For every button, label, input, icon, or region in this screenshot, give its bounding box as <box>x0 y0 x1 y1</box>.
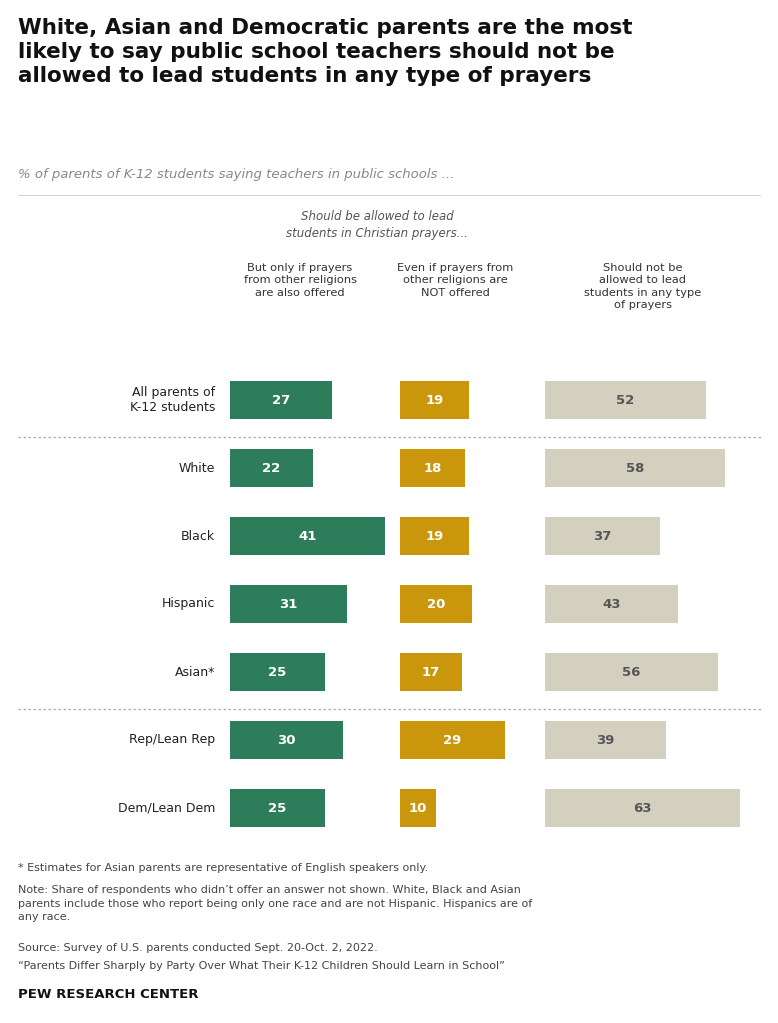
FancyBboxPatch shape <box>545 653 718 691</box>
Text: 37: 37 <box>593 530 612 542</box>
FancyBboxPatch shape <box>545 381 706 419</box>
FancyBboxPatch shape <box>545 449 724 487</box>
Text: Dem/Lean Dem: Dem/Lean Dem <box>117 801 215 814</box>
FancyBboxPatch shape <box>400 517 469 555</box>
FancyBboxPatch shape <box>545 517 660 555</box>
Text: 52: 52 <box>616 394 635 406</box>
Text: White, Asian and Democratic parents are the most
likely to say public school tea: White, Asian and Democratic parents are … <box>18 18 633 86</box>
FancyBboxPatch shape <box>230 721 343 759</box>
Text: 19: 19 <box>426 530 443 542</box>
Text: Note: Share of respondents who didn’t offer an answer not shown. White, Black an: Note: Share of respondents who didn’t of… <box>18 885 532 922</box>
FancyBboxPatch shape <box>400 653 461 691</box>
Text: 27: 27 <box>272 394 290 406</box>
Text: 10: 10 <box>409 801 427 814</box>
Text: Should be allowed to lead
students in Christian prayers...: Should be allowed to lead students in Ch… <box>286 210 468 239</box>
Text: Asian*: Asian* <box>174 666 215 678</box>
FancyBboxPatch shape <box>230 449 314 487</box>
Text: 41: 41 <box>298 530 317 542</box>
FancyBboxPatch shape <box>400 585 472 623</box>
Text: All parents of
K-12 students: All parents of K-12 students <box>130 386 215 414</box>
Text: 43: 43 <box>602 597 621 611</box>
Text: 18: 18 <box>423 461 442 475</box>
Text: 25: 25 <box>268 801 286 814</box>
Text: 20: 20 <box>427 597 445 611</box>
FancyBboxPatch shape <box>230 789 324 827</box>
FancyBboxPatch shape <box>545 789 740 827</box>
FancyBboxPatch shape <box>230 653 324 691</box>
FancyBboxPatch shape <box>230 381 332 419</box>
FancyBboxPatch shape <box>400 721 505 759</box>
FancyBboxPatch shape <box>400 381 469 419</box>
Text: 22: 22 <box>262 461 281 475</box>
FancyBboxPatch shape <box>230 585 347 623</box>
FancyBboxPatch shape <box>545 585 678 623</box>
Text: 63: 63 <box>633 801 652 814</box>
FancyBboxPatch shape <box>230 517 385 555</box>
Text: * Estimates for Asian parents are representative of English speakers only.: * Estimates for Asian parents are repres… <box>18 863 428 873</box>
Text: Source: Survey of U.S. parents conducted Sept. 20-Oct. 2, 2022.: Source: Survey of U.S. parents conducted… <box>18 943 378 953</box>
Text: Rep/Lean Rep: Rep/Lean Rep <box>129 733 215 747</box>
FancyBboxPatch shape <box>400 449 465 487</box>
Text: 25: 25 <box>268 666 286 678</box>
Text: % of parents of K-12 students saying teachers in public schools ...: % of parents of K-12 students saying tea… <box>18 168 454 181</box>
Text: PEW RESEARCH CENTER: PEW RESEARCH CENTER <box>18 988 198 1000</box>
Text: Should not be
allowed to lead
students in any type
of prayers: Should not be allowed to lead students i… <box>584 263 702 310</box>
Text: Even if prayers from
other religions are
NOT offered: Even if prayers from other religions are… <box>397 263 513 298</box>
Text: “Parents Differ Sharply by Party Over What Their K-12 Children Should Learn in S: “Parents Differ Sharply by Party Over Wh… <box>18 961 505 971</box>
Text: White: White <box>179 461 215 475</box>
FancyBboxPatch shape <box>400 789 436 827</box>
Text: Black: Black <box>180 530 215 542</box>
Text: 56: 56 <box>622 666 641 678</box>
Text: 58: 58 <box>626 461 644 475</box>
Text: 19: 19 <box>426 394 443 406</box>
Text: 39: 39 <box>596 733 615 747</box>
Text: But only if prayers
from other religions
are also offered: But only if prayers from other religions… <box>244 263 356 298</box>
Text: 17: 17 <box>422 666 440 678</box>
Text: 29: 29 <box>443 733 461 747</box>
Text: Hispanic: Hispanic <box>162 597 215 611</box>
Text: 30: 30 <box>278 733 296 747</box>
Text: 31: 31 <box>279 597 298 611</box>
FancyBboxPatch shape <box>545 721 666 759</box>
